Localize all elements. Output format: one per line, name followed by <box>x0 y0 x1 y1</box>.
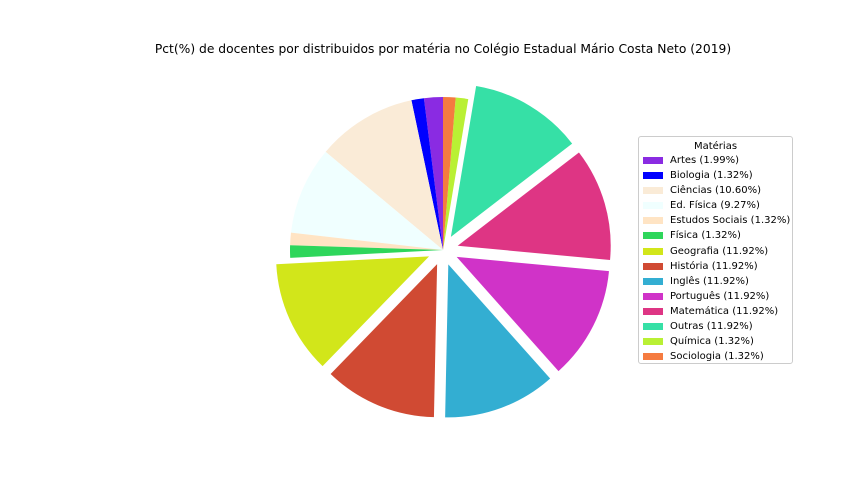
pie-slice-12 <box>450 85 573 237</box>
pie-slice-2 <box>411 98 443 250</box>
legend-item: Sociologia (1.32%) <box>639 349 792 364</box>
legend-label: Matemática (11.92%) <box>670 305 779 317</box>
pie-slice-6 <box>290 245 443 258</box>
legend-swatch <box>643 353 663 361</box>
legend-swatch <box>643 187 663 195</box>
legend-swatch <box>643 232 663 240</box>
pie-slice-3 <box>325 100 443 251</box>
legend-swatch <box>643 157 663 164</box>
legend-swatch <box>643 172 663 180</box>
legend: Matérias Artes (1.99%) Biologia (1.32%) Ci… <box>638 136 793 364</box>
legend-label: Português (11.92%) <box>670 290 770 302</box>
legend-item: Estudos Sociais (1.32%) <box>639 213 792 228</box>
legend-item: Biologia (1.32%) <box>639 168 792 183</box>
legend-label: Sociologia (1.32%) <box>670 351 764 363</box>
legend-item: Física (1.32%) <box>639 228 792 243</box>
pie-slice-11 <box>457 152 611 261</box>
legend-item: Inglês (11.92%) <box>639 274 792 289</box>
pie-slice-10 <box>456 256 609 372</box>
pie-slice-5 <box>290 232 443 250</box>
legend-item: Ciências (10.60%) <box>639 183 792 198</box>
legend-label: Geografia (11.92%) <box>670 245 769 257</box>
legend-item: Matemática (11.92%) <box>639 304 792 319</box>
legend-label: Ciências (10.60%) <box>670 185 761 197</box>
legend-title: Matérias <box>693 141 738 152</box>
legend-label: História (11.92%) <box>670 260 758 272</box>
legend-item: Artes (1.99%) <box>639 153 792 168</box>
legend-item: Geografia (11.92%) <box>639 244 792 259</box>
legend-swatch <box>643 247 663 255</box>
legend-label: Ed. Física (9.27%) <box>670 200 760 212</box>
legend-swatch <box>643 307 663 315</box>
legend-swatch <box>643 338 663 346</box>
pie-slice-1 <box>423 97 443 250</box>
legend-item: História (11.92%) <box>639 259 792 274</box>
legend-swatch <box>643 202 663 210</box>
pie-slice-14 <box>443 97 456 250</box>
legend-swatch <box>643 292 663 300</box>
legend-swatch <box>643 323 663 331</box>
pie-slice-9 <box>445 264 551 418</box>
pie-slice-4 <box>290 151 443 250</box>
legend-items: Artes (1.99%) Biologia (1.32%) Ciências (1… <box>639 153 792 364</box>
legend-label: Química (1.32%) <box>670 336 754 348</box>
legend-label: Artes (1.99%) <box>670 155 739 166</box>
legend-item: Ed. Física (9.27%) <box>639 198 792 213</box>
legend-swatch <box>643 262 663 270</box>
legend-label: Física (1.32%) <box>670 230 741 242</box>
legend-swatch <box>643 217 663 225</box>
legend-item: Português (11.92%) <box>639 289 792 304</box>
legend-label: Estudos Sociais (1.32%) <box>670 215 791 227</box>
legend-item: Química (1.32%) <box>639 334 792 349</box>
legend-label: Inglês (11.92%) <box>670 275 749 287</box>
legend-item: Outras (11.92%) <box>639 319 792 334</box>
pie-slice-13 <box>443 97 469 251</box>
pie-slice-8 <box>330 264 438 418</box>
pie-slice-7 <box>276 256 430 367</box>
legend-label: Biologia (1.32%) <box>670 170 753 182</box>
legend-label: Outras (11.92%) <box>670 321 753 333</box>
legend-swatch <box>643 277 663 285</box>
chart-title: Pct(%) de docentes por distribuidos por … <box>154 42 732 56</box>
